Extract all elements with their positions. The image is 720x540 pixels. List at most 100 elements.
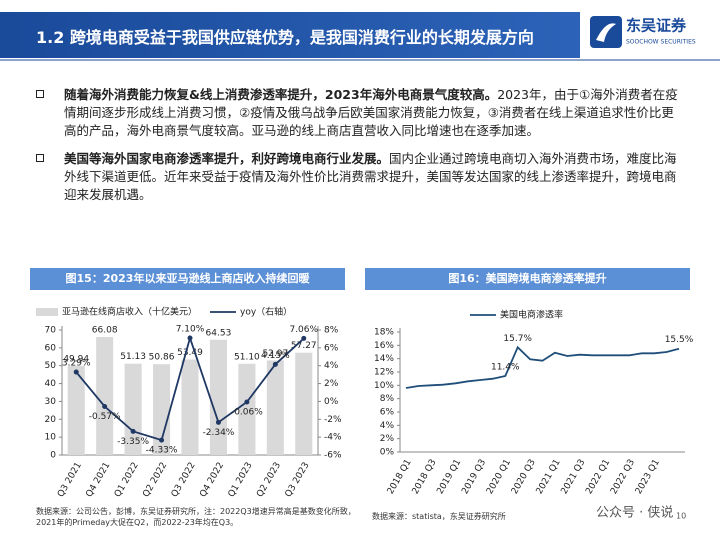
x-tick-label: 2019 Q3 (460, 458, 488, 496)
line-marker (244, 399, 250, 405)
bar (295, 352, 313, 455)
chart-title-bar (30, 268, 345, 290)
y-tick-label: 4% (380, 421, 395, 431)
bullet-text: 2023年，由于①海外消费者在疫情期间逐步形成线上消费习惯，②疫情及俄乌战争后欧… (64, 87, 678, 138)
bullet: 随着海外消费能力恢复&线上消费渗透率提升，2023年海外电商景气度较高。2023… (36, 86, 684, 140)
y2-tick-label: 6% (324, 343, 339, 353)
data-label: 50.86 (149, 353, 175, 363)
legend-label: yoy（右轴） (240, 306, 292, 318)
y2-tick-label: 0% (324, 397, 339, 407)
y2-tick-label: -4% (324, 433, 342, 443)
bar (209, 339, 227, 455)
logo-subtext: SOOCHOW SECURITIES (626, 39, 696, 46)
line-marker (187, 335, 193, 341)
chart-title: 图15：2023年以来亚马逊线上商店收入持续回暖 (66, 271, 311, 285)
header-bar: 1.2 跨境电商受益于我国供应链优势，是我国消费行业的长期发展方向 (0, 12, 580, 58)
line-marker (272, 361, 278, 367)
chart-title: 图16：美国跨境电商渗透率提升 (448, 271, 606, 285)
y-tick-label: 70 (45, 326, 57, 336)
line-marker (215, 419, 221, 425)
data-label: 3.29% (62, 359, 91, 369)
y-tick-label: 18% (374, 328, 394, 338)
bullet-bold: 美国等海外国家电商渗透率提升，利好跨境电商行业发展。 (64, 151, 390, 166)
x-tick-label: Q3 2023 (284, 461, 312, 499)
legend-swatch (36, 308, 58, 316)
line-marker (73, 369, 79, 375)
y-tick-label: 10 (45, 433, 57, 443)
bullet-body: 美国等海外国家电商渗透率提升，利好跨境电商行业发展。国内企业通过跨境电商切入海外… (64, 150, 684, 204)
chart-title-bar (365, 268, 690, 290)
x-tick-label: 2023 Q1 (634, 458, 662, 496)
data-label: 49.94 (63, 354, 89, 364)
bar (181, 359, 199, 455)
x-tick-label: 2021 Q3 (560, 458, 588, 496)
data-label: 57.27 (291, 341, 317, 351)
data-label: 11.4% (491, 363, 520, 373)
data-label: 4.15% (261, 351, 290, 361)
y2-tick-label: -2% (324, 415, 342, 425)
x-tick-label: Q2 2022 (141, 461, 169, 499)
bullet-text: 国内企业通过跨境电商切入海外消费市场，难度比海外线下渠道更低。近年来受益于疫情及… (64, 151, 677, 202)
bullet-marker (36, 154, 44, 162)
line-marker (130, 428, 136, 434)
y2-tick-label: 4% (324, 361, 339, 371)
page-number: 10 (676, 512, 686, 521)
logo: 东吴证券 SOOCHOW SECURITIES (590, 16, 696, 48)
y-tick-label: 50 (45, 361, 57, 371)
y2-tick-label: 8% (324, 326, 339, 336)
y-tick-label: 40 (45, 379, 57, 389)
bullet-marker (36, 90, 44, 98)
y-tick-label: 12% (374, 368, 394, 378)
x-tick-label: Q1 2023 (227, 461, 255, 499)
y-tick-label: 0% (380, 448, 395, 458)
x-tick-label: 2022 Q3 (609, 458, 637, 496)
bar (67, 365, 85, 455)
y-tick-label: 0 (50, 451, 56, 461)
bullet-body: 随着海外消费能力恢复&线上消费渗透率提升，2023年海外电商景气度较高。2023… (64, 86, 684, 140)
bullet-bold: 随着海外消费能力恢复&线上消费渗透率提升，2023年海外电商景气度较高。 (64, 87, 498, 102)
header-title: 1.2 跨境电商受益于我国供应链优势，是我国消费行业的长期发展方向 (36, 28, 534, 47)
line-marker (159, 437, 165, 443)
line-marker (102, 404, 108, 410)
data-label: 66.08 (92, 326, 118, 336)
x-tick-label: 2020 Q3 (510, 458, 538, 496)
x-tick-label: 2020 Q1 (485, 458, 513, 496)
x-tick-label: Q3 2022 (170, 461, 198, 499)
x-tick-label: Q4 2022 (198, 461, 226, 499)
legend-label: 亚马逊在线商店收入（十亿美元） (62, 306, 197, 318)
y-tick-label: 20 (45, 415, 57, 425)
x-tick-label: Q4 2021 (84, 461, 112, 499)
y2-tick-label: 2% (324, 379, 339, 389)
data-label: 51.10 (234, 352, 260, 362)
logo-text: 东吴证券 (626, 17, 687, 35)
x-tick-label: 2021 Q1 (535, 458, 563, 496)
data-label: 7.06% (289, 325, 318, 335)
bar (238, 363, 256, 455)
y-tick-label: 60 (45, 343, 57, 353)
x-tick-label: 2018 Q1 (386, 458, 414, 496)
y-tick-label: 6% (380, 408, 395, 418)
y-tick-label: 30 (45, 397, 57, 407)
bar (153, 364, 171, 455)
bar (266, 360, 284, 455)
data-label: -0.06% (231, 407, 263, 417)
data-label: -4.33% (146, 446, 178, 456)
y-tick-label: 14% (374, 354, 394, 364)
data-label: 15.7% (503, 334, 532, 344)
data-label: 51.13 (120, 352, 146, 362)
chart-source: 数据来源：statista，东吴证券研究所 (372, 512, 506, 521)
data-label: 64.53 (206, 328, 232, 338)
legend-label: 美国电商渗透率 (500, 309, 563, 321)
data-label: -3.35% (117, 437, 149, 447)
y-tick-label: 2% (380, 434, 395, 444)
chart-source: 数据来源：公司公告，彭博，东吴证券研究所，注：2022Q3增速异常高是基数变化所… (36, 507, 356, 527)
y-tick-label: 16% (374, 341, 394, 351)
data-label: 15.5% (665, 335, 694, 345)
line (405, 345, 680, 389)
data-label: 7.10% (176, 325, 205, 335)
x-tick-label: Q1 2022 (113, 461, 141, 499)
bar (96, 337, 114, 455)
data-label: 53.49 (177, 348, 203, 358)
